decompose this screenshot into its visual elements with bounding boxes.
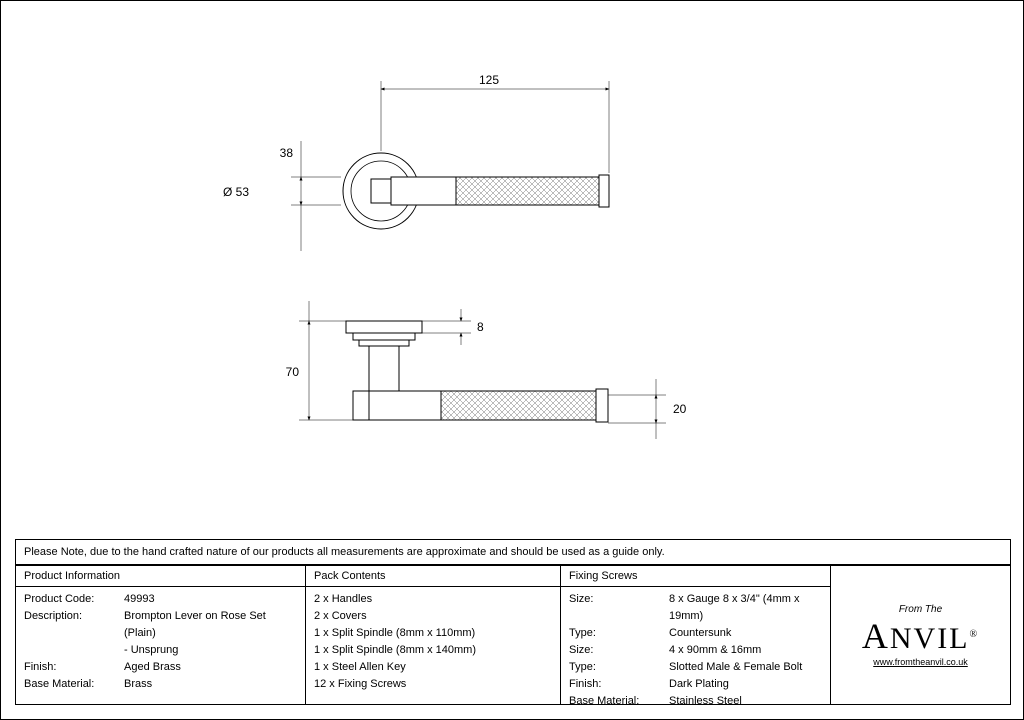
row-value: Aged Brass xyxy=(124,659,297,676)
list-item: 1 x Steel Allen Key xyxy=(314,659,552,676)
row-value: Countersunk xyxy=(669,625,822,642)
table-row: Size:8 x Gauge 8 x 3/4" (4mm x 19mm) xyxy=(569,591,822,625)
table-row: Base Material:Brass xyxy=(24,676,297,693)
logo-col: From The ANVIL® www.fromtheanvil.co.uk xyxy=(830,565,1011,705)
fixing-screws-col: Fixing Screws Size:8 x Gauge 8 x 3/4" (4… xyxy=(560,565,830,705)
row-label: Base Material: xyxy=(24,676,124,693)
dim-53: Ø 53 xyxy=(223,185,249,199)
row-label: Size: xyxy=(569,591,669,625)
logo-url: www.fromtheanvil.co.uk xyxy=(862,657,979,667)
dim-38: 38 xyxy=(280,146,294,160)
dim-8: 8 xyxy=(477,320,484,334)
table-row: Type:Countersunk xyxy=(569,625,822,642)
pack-contents-col: Pack Contents 2 x Handles2 x Covers1 x S… xyxy=(305,565,560,705)
row-value: Brompton Lever on Rose Set (Plain) xyxy=(124,608,297,642)
table-row: Finish:Aged Brass xyxy=(24,659,297,676)
row-label: Finish: xyxy=(24,659,124,676)
row-label xyxy=(24,642,124,659)
product-info-header: Product Information xyxy=(16,566,305,587)
dim-125: 125 xyxy=(479,73,499,87)
row-value: - Unsprung xyxy=(124,642,297,659)
table-row: Size:4 x 90mm & 16mm xyxy=(569,642,822,659)
table-row: Base Material:Stainless Steel xyxy=(569,693,822,710)
technical-drawing: 125 38 Ø 53 xyxy=(1,1,1024,531)
row-label: Type: xyxy=(569,625,669,642)
note-text: Please Note, due to the hand crafted nat… xyxy=(24,546,665,558)
list-item: 12 x Fixing Screws xyxy=(314,676,552,693)
row-label: Base Material: xyxy=(569,693,669,710)
page: 125 38 Ø 53 xyxy=(0,0,1024,720)
row-value: Dark Plating xyxy=(669,676,822,693)
product-info-col: Product Information Product Code:49993De… xyxy=(15,565,305,705)
table-row: Type:Slotted Male & Female Bolt xyxy=(569,659,822,676)
logo-main: ANVIL® xyxy=(862,615,979,657)
row-value: 4 x 90mm & 16mm xyxy=(669,642,822,659)
dim-70: 70 xyxy=(286,365,300,379)
drawing-svg: 125 38 Ø 53 xyxy=(1,1,1024,531)
dim-20: 20 xyxy=(673,402,687,416)
list-item: 2 x Covers xyxy=(314,608,552,625)
row-label: Product Code: xyxy=(24,591,124,608)
pack-contents-header: Pack Contents xyxy=(306,566,560,587)
table-row: Finish:Dark Plating xyxy=(569,676,822,693)
list-item: 1 x Split Spindle (8mm x 110mm) xyxy=(314,625,552,642)
list-item: 2 x Handles xyxy=(314,591,552,608)
row-value: Slotted Male & Female Bolt xyxy=(669,659,822,676)
row-value: 49993 xyxy=(124,591,297,608)
row-label: Description: xyxy=(24,608,124,642)
note-bar: Please Note, due to the hand crafted nat… xyxy=(15,539,1011,565)
brand-logo: From The ANVIL® www.fromtheanvil.co.uk xyxy=(862,604,979,667)
table-row: - Unsprung xyxy=(24,642,297,659)
table-row: Description:Brompton Lever on Rose Set (… xyxy=(24,608,297,642)
row-label: Finish: xyxy=(569,676,669,693)
fixing-screws-header: Fixing Screws xyxy=(561,566,830,587)
row-label: Type: xyxy=(569,659,669,676)
row-label: Size: xyxy=(569,642,669,659)
row-value: Stainless Steel xyxy=(669,693,822,710)
table-row: Product Code:49993 xyxy=(24,591,297,608)
logo-top: From The xyxy=(862,604,979,615)
row-value: Brass xyxy=(124,676,297,693)
info-table: Product Information Product Code:49993De… xyxy=(15,565,1011,705)
list-item: 1 x Split Spindle (8mm x 140mm) xyxy=(314,642,552,659)
row-value: 8 x Gauge 8 x 3/4" (4mm x 19mm) xyxy=(669,591,822,625)
